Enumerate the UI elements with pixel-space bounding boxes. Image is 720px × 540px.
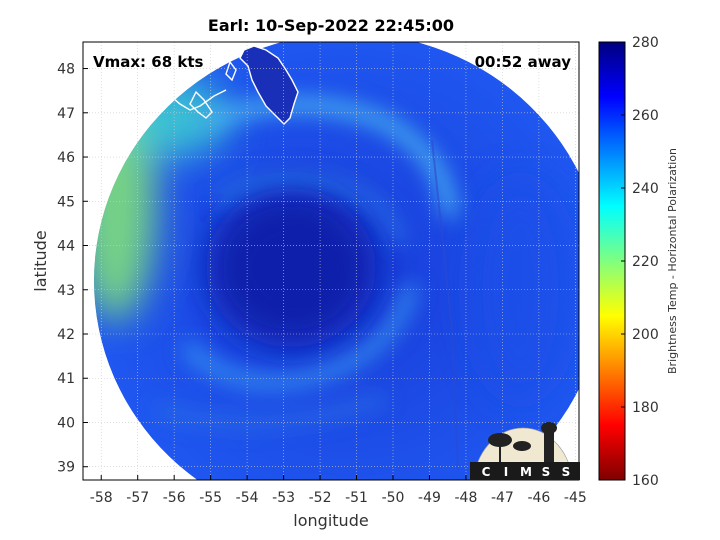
colorbar-tick-label: 200	[632, 327, 659, 343]
time-away-annotation: 00:52 away	[475, 53, 572, 71]
colorbar-label: Brightness Temp - Horizontal Polarizatio…	[666, 148, 679, 374]
colorbar-tick-labels: 160 180 200 220 240 260 280	[621, 35, 659, 489]
east-swath-region	[470, 179, 571, 400]
x-tick-label: -58	[90, 490, 113, 506]
x-tick-label: -52	[309, 490, 332, 506]
x-tick-label: -54	[236, 490, 259, 506]
y-tick-label: 44	[57, 239, 75, 255]
y-tick-labels: 39 40 41 42 43 44 45 46 47 48	[57, 62, 75, 476]
logo-letter: S	[542, 465, 551, 479]
x-tick-label: -48	[455, 490, 478, 506]
rainband-arc	[202, 97, 458, 218]
colorbar-tick-label: 180	[632, 400, 659, 416]
x-tick-label: -47	[491, 490, 514, 506]
y-tick-label: 41	[57, 371, 75, 387]
swath-seam	[431, 139, 453, 331]
logo-letter: I	[504, 465, 508, 479]
x-tick-labels: -58 -57 -56 -55 -54 -53 -52 -51 -50 -49 -48 -47 -46-…	[90, 490, 587, 506]
plot-frame	[82, 41, 580, 481]
x-tick-label: -46	[527, 490, 550, 506]
y-tick-label: 42	[57, 327, 75, 343]
y-tick-label: 39	[57, 460, 75, 476]
colorbar-tick-label: 260	[632, 108, 659, 124]
vmax-annotation: Vmax: 68 kts	[93, 53, 203, 71]
x-tick-label: -55	[199, 490, 222, 506]
x-tick-label: -49	[418, 490, 441, 506]
x-axis-label: longitude	[293, 511, 368, 530]
y-tick-label: 48	[57, 62, 75, 78]
y-tick-label: 40	[57, 415, 75, 431]
colorbar-tick-label: 160	[632, 473, 659, 489]
x-tick-label: -45	[564, 490, 587, 506]
colorbar-tick-label: 280	[632, 35, 659, 51]
x-tick-label: -57	[126, 490, 149, 506]
southern-band	[154, 394, 386, 429]
colorbar	[598, 41, 626, 481]
logo-letter: M	[520, 465, 532, 479]
logo-letter: C	[482, 465, 491, 479]
y-tick-label: 47	[57, 106, 75, 122]
x-tick-label: -50	[382, 490, 405, 506]
x-tick-label: -56	[163, 490, 186, 506]
x-tick-label: -53	[272, 490, 295, 506]
logo-letter: S	[562, 465, 571, 479]
y-tick-label: 45	[57, 194, 75, 210]
y-tick-label: 46	[57, 150, 75, 166]
spiral-band	[183, 283, 417, 389]
colorbar-tick-label: 220	[632, 254, 659, 270]
colorbar-tick-label: 240	[632, 181, 659, 197]
y-tick-label: 43	[57, 283, 75, 299]
grid	[83, 42, 579, 480]
x-tick-label: -51	[345, 490, 368, 506]
y-axis-label: latitude	[31, 230, 50, 291]
storm-core-region	[205, 187, 376, 348]
chart-title: Earl: 10-Sep-2022 22:45:00	[208, 16, 454, 35]
